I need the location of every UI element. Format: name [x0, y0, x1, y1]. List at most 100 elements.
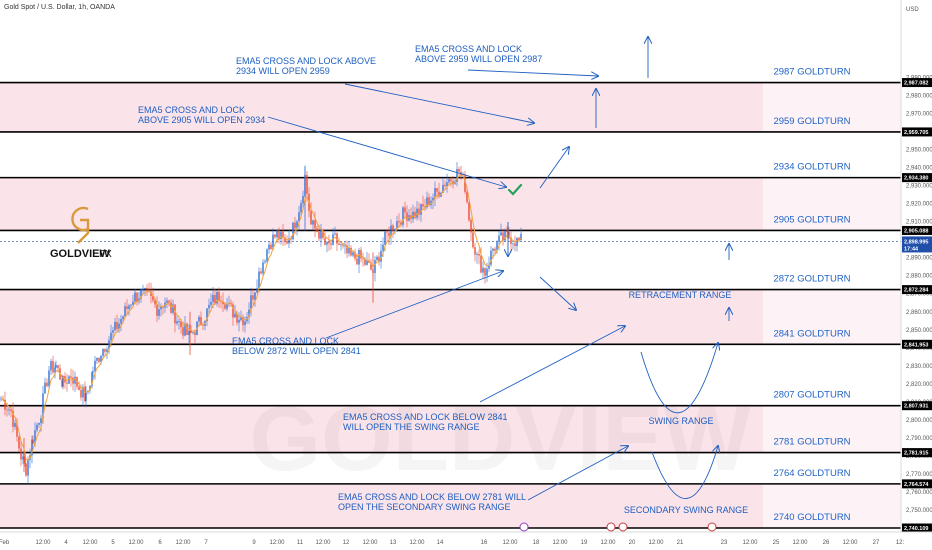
- event-marker-icon[interactable]: [606, 522, 616, 532]
- candle-body: [258, 271, 260, 289]
- y-tick-label: 2,850.000: [906, 328, 932, 334]
- x-tick-label: 6: [158, 540, 162, 546]
- candle-body: [516, 237, 518, 247]
- x-tick-label: 12:00: [128, 540, 144, 546]
- candle-body: [132, 301, 134, 305]
- candle-body: [74, 376, 76, 384]
- candle-body: [106, 349, 108, 352]
- candle-body: [390, 225, 392, 237]
- candle-body: [404, 207, 406, 213]
- candle-body: [296, 221, 298, 229]
- candle-body: [498, 235, 500, 243]
- candle-body: [94, 360, 96, 372]
- x-axis: Feb 12:00 4 12:00 5 12:00 6 12:00 7 9 12:00 11 12:00…: [0, 522, 932, 550]
- candle-body: [142, 288, 144, 290]
- candle-body: [382, 244, 384, 251]
- candle-body: [218, 291, 220, 301]
- level-price-tag: [902, 339, 932, 349]
- candle-body: [324, 237, 326, 245]
- candle-body: [24, 456, 26, 464]
- candle-body: [306, 174, 308, 194]
- candle-body: [146, 287, 148, 290]
- candle-body: [328, 242, 330, 244]
- candle-body: [174, 304, 176, 324]
- candle-body: [388, 232, 390, 237]
- x-tick-label: 12:00: [742, 540, 758, 546]
- event-marker-icon[interactable]: [618, 522, 628, 532]
- candle-body: [38, 422, 40, 425]
- candle-body: [144, 287, 146, 289]
- x-axis-background: [0, 532, 932, 550]
- candle-body: [232, 304, 234, 318]
- candle-body: [448, 179, 450, 183]
- candle-body: [91, 371, 93, 387]
- candle-body: [108, 340, 110, 350]
- arrows-layer: [267, 37, 729, 501]
- event-marker-icon[interactable]: [707, 522, 717, 532]
- candle-body: [476, 253, 478, 255]
- x-tick-label: 12:00: [552, 540, 568, 546]
- zones-layer: [0, 82, 901, 528]
- candle-body: [346, 245, 348, 254]
- candle-body: [338, 243, 340, 246]
- candle-body: [432, 197, 434, 201]
- x-tick-label: 12:00: [315, 540, 331, 546]
- annotation-text: EMA5 CROSS AND LOCK: [232, 336, 339, 346]
- candle-body: [152, 296, 154, 301]
- y-axis: USD2,750.0002,760.0002,770.0002,780.0002…: [900, 0, 932, 550]
- candle-body: [468, 202, 470, 221]
- candle-body: [410, 215, 412, 220]
- candle-body: [61, 379, 63, 387]
- zone-band-2: [0, 289, 901, 345]
- x-tick-label: 19: [581, 540, 588, 546]
- zone-band-4: [0, 483, 901, 528]
- level-price-tag-text: 2,740.109: [904, 526, 928, 532]
- candle-body: [450, 179, 452, 182]
- candle-body: [238, 319, 240, 323]
- candle-body: [266, 249, 268, 262]
- current-price-text: 2,898.995: [904, 239, 928, 245]
- candle-body: [362, 258, 364, 260]
- y-tick-label: 2,750.000: [906, 508, 932, 514]
- x-tick-label: 5: [111, 540, 115, 546]
- candle-body: [272, 234, 274, 249]
- y-tick-label: 2,890.000: [906, 256, 932, 262]
- range-label: SWING RANGE: [648, 416, 713, 426]
- candle-body: [34, 430, 36, 444]
- future-area: [763, 0, 901, 532]
- candle-body: [114, 321, 116, 331]
- level-label: 2841 GOLDTURN: [773, 328, 850, 339]
- level-price-tag-text: 2,959.705: [904, 130, 928, 136]
- candle-body: [78, 386, 80, 390]
- x-tick-label: 12:00: [502, 540, 518, 546]
- candle-body: [466, 191, 468, 203]
- candle-body: [224, 304, 226, 309]
- candle-body: [154, 300, 156, 305]
- level-label: 2807 GOLDTURN: [773, 390, 850, 401]
- candle-body: [312, 220, 314, 225]
- currency-label: USD: [906, 7, 919, 13]
- candle-body: [342, 244, 344, 246]
- level-label: 2934 GOLDTURN: [773, 162, 850, 173]
- candle-body: [128, 305, 130, 309]
- y-tick-label: 2,950.000: [906, 147, 932, 153]
- candle-body: [268, 244, 270, 250]
- candle-body: [330, 243, 332, 245]
- candle-body: [416, 208, 418, 218]
- candle-body: [68, 376, 70, 384]
- candle-body: [364, 258, 366, 265]
- y-tick-label: 2,860.000: [906, 310, 932, 316]
- candle-body: [418, 208, 420, 215]
- candle-body: [120, 319, 122, 324]
- candle-body: [434, 188, 436, 198]
- candle-body: [166, 300, 168, 303]
- level-price-tag: [902, 78, 932, 88]
- level-price-tag-text: 2,872.284: [904, 288, 929, 294]
- candle-body: [192, 332, 194, 333]
- candle-body: [178, 321, 180, 322]
- candle-body: [188, 330, 190, 336]
- candle-body: [318, 231, 320, 239]
- candle-body: [156, 304, 158, 316]
- candle-body: [52, 361, 54, 373]
- event-marker-icon[interactable]: [519, 522, 529, 532]
